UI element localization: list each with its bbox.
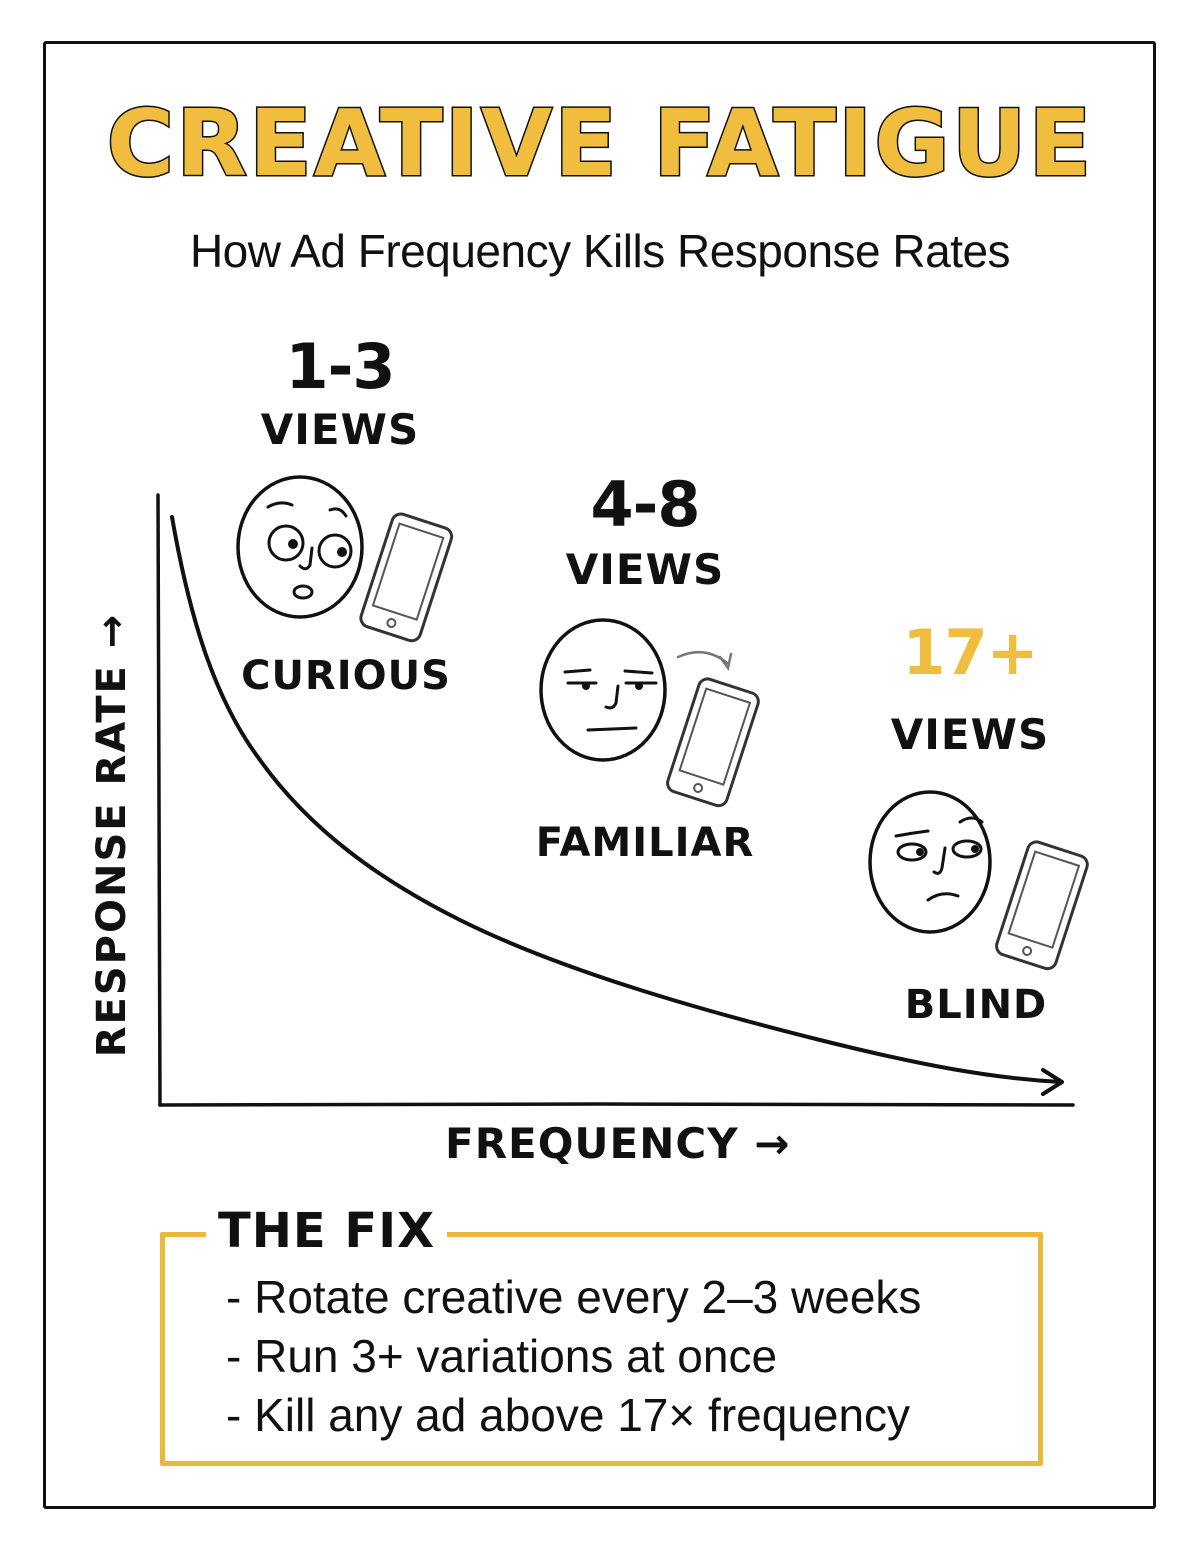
page-subtitle: How Ad Frequency Kills Response Rates	[189, 225, 1011, 277]
curve-arrowhead-icon	[1041, 1068, 1064, 1096]
page-frame	[43, 41, 1156, 1509]
stage-2-views-label: VIEWS	[565, 545, 725, 594]
stage-3-state: BLIND	[904, 982, 1048, 1028]
stage-3-views-label: VIEWS	[890, 710, 1050, 759]
fix-title: THE FIX	[206, 1207, 448, 1255]
fix-item: - Run 3+ variations at once	[226, 1330, 778, 1382]
phone-icon	[995, 840, 1089, 971]
curious-face-icon	[236, 475, 364, 619]
fix-list: - Rotate creative every 2–3 weeks - Run …	[226, 1268, 921, 1445]
phone-icon	[359, 512, 454, 643]
stage-1-state: CURIOUS	[241, 653, 451, 699]
stage-2-range: 4-8	[590, 468, 700, 541]
stage-3-range: 17+	[902, 616, 1038, 689]
annoyed-face-icon	[868, 790, 992, 934]
x-axis-label: FREQUENCY →	[445, 1119, 791, 1168]
fix-box	[160, 1232, 1043, 1466]
stage-1-range: 1-3	[285, 330, 395, 403]
page-title: CREATIVE FATIGUE	[105, 90, 1094, 197]
y-axis	[156, 493, 162, 1107]
fix-item: - Rotate creative every 2–3 weeks	[226, 1271, 922, 1323]
y-axis-label: RESPONSE RATE →	[89, 612, 135, 1058]
x-axis	[158, 1102, 1075, 1107]
bored-face-icon	[539, 618, 667, 762]
phone-icon	[666, 677, 760, 808]
fix-item: - Kill any ad above 17× frequency	[226, 1389, 911, 1441]
stage-2-state: FAMILIAR	[535, 820, 755, 866]
stage-1-views-label: VIEWS	[260, 405, 420, 454]
decay-curve	[170, 515, 1062, 1084]
